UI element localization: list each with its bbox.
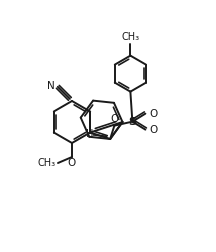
Text: CH₃: CH₃	[121, 32, 140, 42]
Text: O: O	[110, 114, 119, 124]
Text: O: O	[149, 109, 158, 119]
Text: H: H	[86, 130, 94, 139]
Text: O: O	[68, 158, 76, 168]
Text: O: O	[149, 125, 158, 135]
Text: S: S	[128, 117, 136, 127]
Text: CH₃: CH₃	[38, 158, 56, 168]
Text: N: N	[47, 81, 55, 91]
